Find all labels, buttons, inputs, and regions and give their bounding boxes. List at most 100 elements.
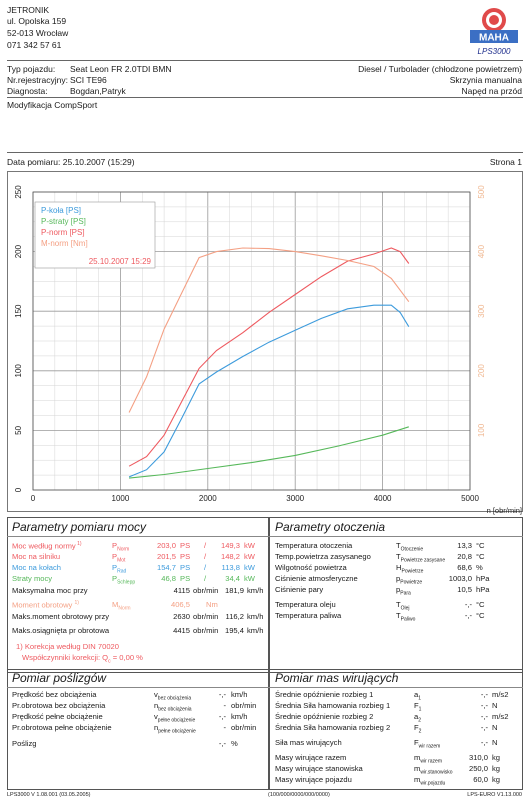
meas-row-unit-kw: kW	[244, 541, 255, 550]
meas-row-unit-ps: PS	[180, 574, 191, 583]
meas-title-rule	[7, 536, 269, 537]
mass-row-label: Średnie opóźnienie rozbieg 2	[275, 712, 374, 721]
mass-row-value: -,-	[480, 712, 488, 721]
mass-row-unit: m/s2	[492, 712, 509, 721]
y-tick-label-left: 250	[14, 185, 23, 199]
mass-row-unit: kg	[492, 753, 501, 762]
mass-row-label: Masy wirujące razem	[275, 753, 347, 762]
mass-row-value: -,-	[480, 738, 488, 747]
header-divider-mid	[7, 97, 523, 98]
legend-entry: M-norm [Nm]	[41, 239, 88, 248]
symbol: F	[414, 723, 419, 732]
symbol-subscript: Powietrze	[400, 579, 423, 586]
footer-mid: (100/000/0000/000/0000)	[268, 792, 330, 798]
env-row-symbol: TOtoczenie	[396, 541, 423, 553]
mass-row-value: 250,0	[468, 764, 488, 773]
meas-maxpow-speed-unit: km/h	[247, 586, 264, 595]
series-line-p-straty-ps	[129, 426, 409, 479]
symbol: m	[414, 764, 421, 773]
mass-row-label: Masy wirujące pojazdu	[275, 775, 352, 784]
header-divider-bottom	[7, 152, 523, 153]
symbol: F	[414, 701, 419, 710]
slip-row-label: Poślizg	[12, 739, 37, 748]
slip-row-symbol: nbez obciążenia	[154, 701, 192, 713]
vehicle-reg-label: Nr.rejestracyjny:	[7, 75, 68, 85]
measure-date: Data pomiaru: 25.10.2007 (15:29)	[7, 157, 135, 167]
mass-row-unit: N	[492, 738, 498, 747]
slip-row-value: -,-	[218, 712, 226, 721]
meas-row-unit-ps: PS	[180, 563, 191, 572]
mass-row-value: 60,0	[473, 775, 488, 784]
env-row-value: 10,5	[457, 585, 472, 594]
meas-row-label: Moc według normy 1)	[12, 541, 82, 551]
env-row-symbol: pPara	[396, 585, 411, 597]
meas-maxspeed-unit: obr/min	[193, 626, 219, 635]
mass-row-symbol: F1	[414, 701, 421, 713]
mass-row-symbol: Fwir razem	[414, 738, 440, 750]
meas-title: Parametry pomiaru mocy	[12, 520, 147, 534]
x-axis-label: n [obr/min]	[487, 506, 522, 515]
mass-row-symbol: mwir.stanowisko	[414, 764, 453, 776]
footer-right: LPS-EURO V1.13.000	[467, 792, 522, 798]
env-row-unit: °C	[476, 541, 485, 550]
symbol-subscript: wir.pojazdu	[420, 780, 446, 787]
slip-row-unit: %	[231, 739, 238, 748]
vehicle-type-value: Seat Leon FR 2.0TDI BMN	[70, 64, 172, 74]
company-phone: 071 342 57 61	[7, 40, 62, 50]
meas-maxtorque-rpm: 2630	[173, 612, 190, 621]
symbol: v	[154, 712, 158, 721]
y-tick-label-left: 150	[14, 304, 23, 318]
meas-row-symbol: PNorm	[112, 541, 129, 553]
meas-row-value-ps: 203,0	[156, 541, 176, 550]
env-row-label: Temperatura oleju	[275, 600, 336, 609]
y-tick-label-right: 200	[477, 364, 486, 378]
env-row-label: Temp.powietrza zasysanego	[275, 552, 371, 561]
symbol: P	[112, 552, 118, 561]
meas-torque-sym: M	[112, 600, 119, 609]
page-number: Strona 1	[489, 157, 522, 167]
env-row-symbol: TOlej	[396, 600, 410, 612]
slip-row-label: Prędkość bez obciążenia	[12, 690, 97, 699]
y-tick-label-left: 200	[14, 244, 23, 258]
y-tick-label-right: 300	[477, 304, 486, 318]
symbol: a	[414, 712, 419, 721]
meas-row-symbol: PRad	[112, 563, 126, 575]
meas-torque-sup: 1)	[74, 600, 79, 606]
env-panel	[269, 517, 523, 673]
meas-row-value-kw: 113,8	[221, 563, 240, 572]
power-chart: 0 1000 2000 3000 4000 5000 0 50 100 150 200 250 100 2…	[14, 185, 522, 515]
env-row-unit: %	[476, 563, 483, 572]
symbol-subscript: wir.stanowisko	[420, 769, 453, 776]
legend-entry: P-koła [PS]	[41, 206, 81, 215]
series-line-m-norm-nm	[128, 247, 410, 413]
symbol: P	[112, 541, 118, 550]
symbol-subscript: 1	[418, 706, 422, 713]
meas-corr-sub: c	[108, 658, 111, 665]
symbol: n	[154, 701, 159, 710]
slip-row-value: -,-	[218, 690, 226, 699]
symbol-subscript: Schlepp	[117, 579, 136, 586]
mass-row-unit: m/s2	[492, 690, 509, 699]
symbol-subscript: bez obciążenia	[158, 706, 192, 713]
meas-maxtorque-label: Maks.moment obrotowy przy	[12, 612, 110, 621]
plot-border	[32, 191, 471, 491]
meas-row-value-ps: 201,5	[156, 552, 176, 561]
meas-correction-note: 1) Korekcja według DIN 70020	[16, 642, 119, 651]
symbol: n	[154, 723, 159, 732]
y-tick-label-right: 500	[477, 185, 486, 199]
mass-row-symbol: mwir razem	[414, 753, 442, 765]
slip-row-value: -	[223, 701, 226, 710]
meas-row-unit-kw: kW	[244, 563, 255, 572]
symbol-subscript: bez obciążenia	[157, 695, 192, 702]
env-row-unit: °C	[476, 552, 485, 561]
symbol: p	[396, 585, 401, 594]
mass-row-value: 310,0	[468, 753, 488, 762]
symbol: P	[112, 574, 118, 583]
maha-logo: MAHA LPS3000	[466, 4, 522, 58]
symbol-subscript: Otoczenie	[400, 546, 424, 553]
legend-entry: P-norm [PS]	[41, 228, 85, 237]
slip-row-unit: km/h	[231, 712, 248, 721]
company-address2: 52-013 Wrocław	[7, 28, 69, 38]
mass-row-symbol: F2	[414, 723, 421, 735]
meas-maxtorque-speed: 116,2	[225, 612, 244, 621]
